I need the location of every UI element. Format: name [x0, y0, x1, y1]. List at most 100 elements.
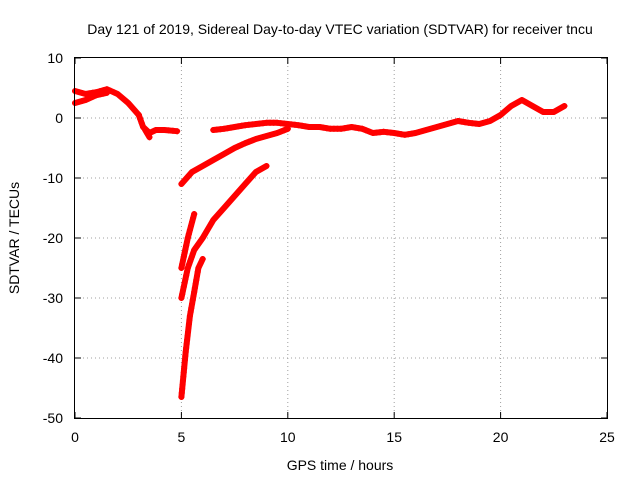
- data-point-marker: [536, 107, 543, 113]
- data-point-marker: [203, 161, 210, 167]
- data-point-marker: [419, 128, 426, 134]
- data-point-marker: [208, 220, 215, 227]
- data-point-marker: [196, 165, 203, 171]
- data-point-marker: [444, 121, 451, 127]
- series-arc-4: [142, 127, 153, 141]
- data-point-marker: [210, 157, 217, 163]
- data-point-marker: [416, 129, 423, 135]
- data-point-marker: [187, 257, 194, 264]
- series-arc-5: [210, 97, 568, 138]
- data-point-marker: [270, 131, 277, 137]
- tick-label-layer: 0 5 10 15 20 25 10 0 -10 -20 -30 -40 -50: [43, 50, 615, 445]
- data-point-marker: [281, 127, 288, 134]
- data-point-marker: [137, 116, 144, 122]
- data-point-marker: [194, 273, 201, 279]
- data-point-marker: [193, 277, 200, 283]
- data-point-marker: [249, 137, 256, 144]
- data-point-marker: [235, 143, 242, 150]
- x-tick-label: 20: [493, 429, 509, 445]
- series-arc-7: [178, 163, 270, 301]
- data-point-marker: [199, 235, 206, 241]
- data-point-marker: [149, 128, 156, 135]
- data-point-marker: [284, 125, 291, 132]
- data-point-marker: [550, 109, 557, 115]
- data-point-marker: [184, 235, 191, 241]
- data-point-marker: [263, 163, 270, 169]
- chart-title: Day 121 of 2019, Sidereal Day-to-day VTE…: [87, 21, 593, 37]
- data-point-marker: [494, 114, 501, 120]
- data-point-marker: [440, 122, 447, 128]
- data-point-marker: [195, 265, 202, 271]
- data-point-marker: [179, 261, 186, 268]
- grid-layer: [75, 58, 607, 418]
- data-point-marker: [529, 103, 536, 109]
- data-point-marker: [217, 153, 224, 159]
- series-arc-3: [135, 112, 181, 136]
- data-point-marker: [199, 163, 206, 169]
- data-point-marker: [259, 165, 266, 171]
- data-point-marker: [201, 231, 208, 238]
- data-point-marker: [504, 106, 511, 112]
- y-axis-label: SDTVAR / TECUs: [6, 182, 22, 294]
- data-point-marker: [96, 91, 103, 98]
- data-point-marker: [189, 301, 196, 307]
- data-point-marker: [191, 211, 198, 217]
- data-point-marker: [362, 127, 369, 134]
- y-tick-label: -20: [43, 230, 63, 246]
- x-tick-label: 10: [280, 429, 296, 445]
- data-point-marker: [75, 89, 82, 95]
- data-point-marker: [412, 130, 419, 136]
- data-point-marker: [199, 256, 206, 262]
- data-point-marker: [183, 272, 190, 279]
- data-point-marker: [203, 227, 210, 234]
- data-point-marker: [359, 125, 366, 132]
- data-point-marker: [183, 268, 190, 275]
- data-point-marker: [121, 97, 128, 103]
- data-point-marker: [252, 169, 259, 175]
- data-point-marker: [366, 128, 373, 135]
- data-point-marker: [191, 289, 198, 295]
- data-point-marker: [194, 269, 201, 275]
- data-point-marker: [430, 125, 437, 131]
- data-point-marker: [437, 123, 444, 129]
- data-point-marker: [423, 127, 430, 133]
- data-point-marker: [518, 97, 525, 103]
- y-tick-label: -40: [43, 350, 63, 366]
- data-point-marker: [100, 90, 107, 97]
- data-point-marker: [197, 260, 204, 267]
- data-point-marker: [561, 103, 568, 109]
- series-arc-8: [178, 211, 198, 271]
- data-point-marker: [114, 91, 121, 97]
- data-point-marker: [554, 107, 561, 113]
- data-point-marker: [188, 254, 195, 261]
- data-point-marker: [82, 97, 89, 103]
- data-point-marker: [144, 130, 151, 137]
- data-point-marker: [426, 126, 433, 132]
- data-point-marker: [181, 280, 188, 286]
- data-point-marker: [192, 167, 199, 173]
- x-tick-label: 0: [71, 429, 79, 445]
- data-point-marker: [189, 219, 196, 225]
- x-axis-label: GPS time / hours: [287, 457, 394, 473]
- data-point-marker: [180, 253, 187, 260]
- data-point-marker: [138, 120, 145, 126]
- tick-layer: [74, 57, 608, 419]
- y-tick-label: 0: [55, 110, 63, 126]
- data-point-marker: [146, 134, 153, 141]
- series-layer: [72, 86, 568, 400]
- data-point-marker: [189, 169, 196, 175]
- data-point-marker: [187, 223, 194, 229]
- data-point-marker: [187, 309, 194, 315]
- data-point-marker: [184, 265, 191, 271]
- data-point-marker: [189, 250, 196, 257]
- x-tick-label: 5: [178, 429, 186, 445]
- plot-frame: [74, 57, 608, 419]
- data-point-marker: [190, 293, 197, 299]
- data-point-marker: [181, 250, 188, 256]
- data-point-marker: [206, 224, 213, 231]
- y-tick-label: -50: [43, 410, 63, 426]
- data-point-marker: [522, 99, 529, 105]
- data-point-marker: [220, 151, 227, 157]
- data-point-marker: [557, 105, 564, 111]
